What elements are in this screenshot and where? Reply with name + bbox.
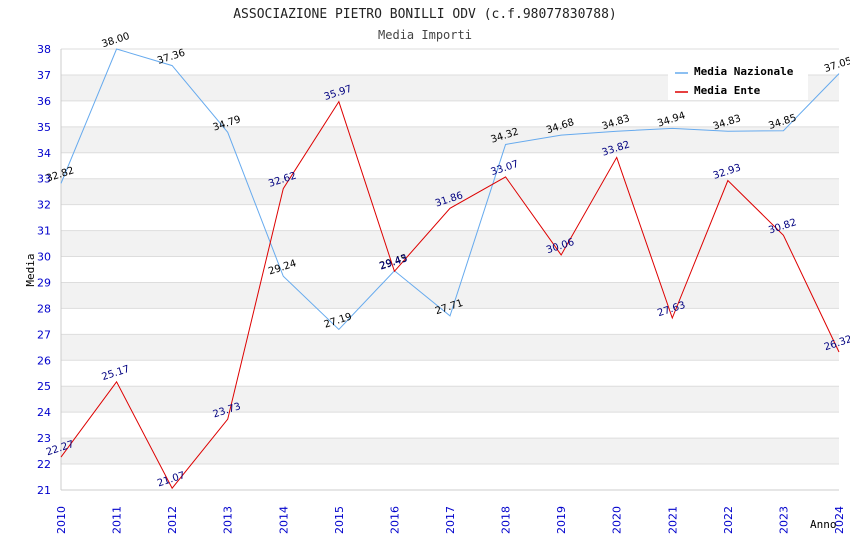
y-tick-label: 30 — [37, 251, 51, 264]
x-tick-label: 2017 — [444, 506, 457, 534]
grid-band — [61, 464, 839, 490]
x-axis-label: Anno — [810, 518, 837, 531]
y-tick-label: 27 — [37, 328, 51, 341]
y-tick-label: 25 — [37, 380, 51, 393]
grid-band — [61, 126, 839, 153]
grid-band — [61, 386, 839, 413]
axes — [60, 49, 839, 491]
grid-band — [61, 438, 839, 465]
y-tick-label: 23 — [37, 432, 51, 445]
grid-band — [61, 282, 839, 309]
y-tick-label: 32 — [37, 199, 51, 212]
grid-band — [61, 230, 839, 257]
legend-box — [668, 60, 808, 100]
x-tick-label: 2014 — [277, 506, 290, 534]
x-tick-label: 2012 — [166, 506, 179, 534]
grid-band — [61, 178, 839, 205]
legend: Media Nazionale Media Ente — [668, 60, 808, 100]
series-line-media-ente — [60, 100, 840, 490]
x-tick-label: 2020 — [611, 506, 624, 534]
grid-band — [61, 256, 839, 283]
x-tick-label: 2023 — [777, 506, 790, 534]
y-tick-label: 34 — [37, 147, 51, 160]
y-tick-label: 31 — [37, 225, 51, 238]
y-tick-label: 28 — [37, 302, 51, 315]
grid-band — [61, 334, 839, 361]
y-tick-label: 21 — [37, 484, 51, 497]
grid-band — [61, 360, 839, 387]
x-tick-label: 2015 — [333, 506, 346, 534]
legend-label-media-ente: Media Ente — [694, 84, 761, 97]
y-tick-label: 29 — [37, 276, 51, 289]
data-label-media-nazionale: 38.00 — [100, 31, 131, 50]
x-tick-label: 2021 — [666, 506, 679, 534]
grid-band — [61, 308, 839, 335]
chart-title: ASSOCIAZIONE PIETRO BONILLI ODV (c.f.980… — [233, 7, 617, 22]
y-tick-label: 35 — [37, 121, 51, 134]
y-tick-label: 22 — [37, 458, 51, 471]
grid-band — [61, 412, 839, 439]
y-tick-label: 24 — [37, 406, 51, 419]
y-tick-label: 36 — [37, 95, 51, 108]
y-tick-label: 38 — [37, 43, 51, 56]
plot-background — [61, 49, 839, 490]
y-tick-label: 37 — [37, 69, 51, 82]
x-tick-label: 2022 — [722, 506, 735, 534]
grid-band — [61, 100, 839, 127]
chart-subtitle: Media Importi — [378, 28, 472, 42]
x-tick-label: 2018 — [500, 506, 513, 534]
grid-band — [61, 152, 839, 179]
y-axis-label: Media — [24, 253, 37, 286]
x-tick-label: 2011 — [111, 506, 124, 534]
x-tick-label: 2024 — [833, 506, 846, 534]
y-axis-ticks: 21 22 23 24 25 26 27 28 29 30 31 32 33 34 35 36 37 38 — [37, 43, 51, 497]
x-tick-label: 2013 — [222, 506, 235, 534]
series-group — [60, 48, 840, 490]
y-tick-label: 33 — [37, 173, 51, 186]
x-tick-label: 2019 — [555, 506, 568, 534]
x-tick-label: 2010 — [55, 506, 68, 534]
legend-label-media-nazionale: Media Nazionale — [694, 65, 794, 78]
x-axis-ticks: 2010 2011 2012 2013 2014 2015 2016 2017 2018 2019… — [55, 506, 846, 534]
series-line-media-nazionale — [60, 48, 840, 331]
y-tick-label: 26 — [37, 354, 51, 367]
x-tick-label: 2016 — [388, 506, 401, 534]
